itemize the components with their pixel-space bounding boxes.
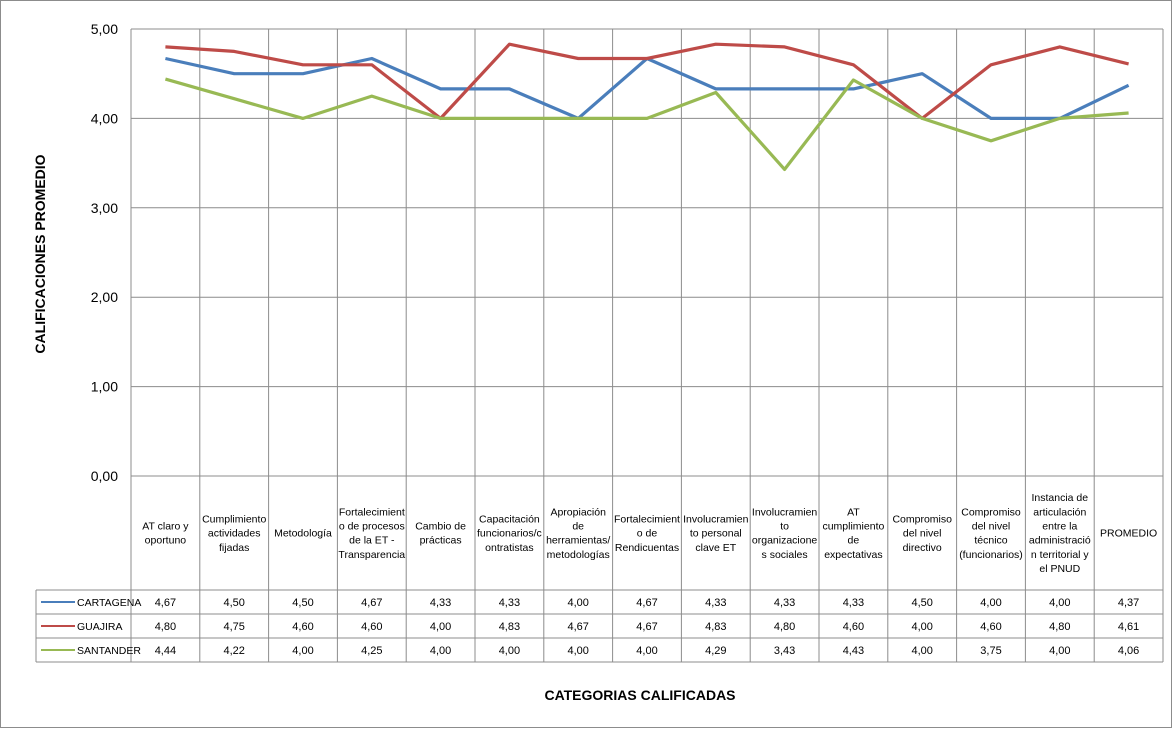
data-cell: 4,80 [155, 621, 176, 633]
data-cell: 4,00 [1049, 645, 1070, 657]
category-label: Metodología [274, 528, 332, 540]
data-cell: 4,60 [980, 621, 1001, 633]
data-cell: 4,00 [430, 645, 451, 657]
y-tick-label: 0,00 [91, 468, 118, 484]
data-cell: 4,00 [567, 645, 588, 657]
y-axis-title: CALIFICACIONES PROMEDIO [32, 154, 48, 353]
category-label: Capacitación funcionarios/c ontratistas [477, 513, 542, 553]
data-cell: 4,00 [636, 645, 657, 657]
data-cell: 4,50 [911, 597, 932, 609]
category-label: AT claro y oportuno [142, 520, 189, 546]
category-label: Compromiso del nivel directivo [892, 513, 952, 553]
data-cell: 4,43 [843, 645, 864, 657]
category-label: Involucramien to organizacione s sociales [752, 506, 818, 561]
data-cell: 4,22 [223, 645, 244, 657]
series-line [165, 42, 1129, 121]
data-cell: 4,00 [911, 645, 932, 657]
data-cell: 4,33 [843, 597, 864, 609]
data-cell: 4,61 [1118, 621, 1139, 633]
category-label: PROMEDIO [1100, 528, 1157, 540]
data-cell: 4,80 [774, 621, 795, 633]
data-cell: 4,33 [430, 597, 451, 609]
category-label: Fortalecimient o de Rendicuentas [614, 513, 680, 553]
y-tick-label: 2,00 [91, 289, 118, 305]
x-axis-title: CATEGORIAS CALIFICADAS [544, 687, 735, 703]
data-cell: 4,67 [361, 597, 382, 609]
data-cell: 4,00 [911, 621, 932, 633]
data-cell: 4,67 [636, 621, 657, 633]
data-cell: 4,75 [223, 621, 244, 633]
y-axis-ticks: 0,00 1,00 2,00 3,00 4,00 5,00 [91, 21, 118, 484]
data-cell: 4,00 [292, 645, 313, 657]
data-cell: 4,00 [499, 645, 520, 657]
y-tick-label: 5,00 [91, 21, 118, 37]
y-tick-label: 1,00 [91, 379, 118, 395]
data-cell: 4,33 [774, 597, 795, 609]
category-labels: AT claro y oportuno Cumplimiento actividade… [142, 492, 1157, 575]
data-cell: 4,67 [155, 597, 176, 609]
data-cell: 4,83 [705, 621, 726, 633]
data-cell: 4,25 [361, 645, 382, 657]
category-label: Fortalecimient o de procesos de la ET -Tra… [338, 506, 405, 561]
series-name: GUAJIRA [77, 621, 123, 633]
data-cell: 4,67 [567, 621, 588, 633]
y-tick-label: 3,00 [91, 200, 118, 216]
category-label: Involucramien to personal clave ET [683, 513, 749, 553]
series-line [164, 77, 1129, 171]
y-tick-label: 4,00 [91, 110, 118, 126]
data-cell: 4,67 [636, 597, 657, 609]
gridlines [130, 28, 1164, 662]
data-cell: 4,60 [361, 621, 382, 633]
category-label: Instancia de articulación entre la administ… [1029, 492, 1091, 575]
data-cell: 3,75 [980, 645, 1001, 657]
data-cell: 4,60 [843, 621, 864, 633]
data-table: CARTAGENA 4,67 4,50 4,50 4,67 4,33 4,33 4,00 4,6… [35, 589, 1163, 663]
data-cell: 4,44 [155, 645, 176, 657]
data-cell: 4,60 [292, 621, 313, 633]
series-lines [164, 42, 1130, 171]
data-cell: 4,50 [223, 597, 244, 609]
data-cell: 4,29 [705, 645, 726, 657]
data-cell: 4,50 [292, 597, 313, 609]
series-name: SANTANDER [77, 645, 141, 657]
category-label: Cambio de prácticas [415, 520, 466, 546]
data-cell: 4,00 [1049, 597, 1070, 609]
data-cell: 4,00 [567, 597, 588, 609]
data-cell: 4,33 [499, 597, 520, 609]
data-cell: 4,33 [705, 597, 726, 609]
data-cell: 4,83 [499, 621, 520, 633]
data-cell: 4,06 [1118, 645, 1139, 657]
category-label: Apropiación de herramientas/metodologías [546, 506, 610, 561]
category-label: Cumplimiento actividades fijadas [202, 513, 266, 553]
data-cell: 4,37 [1118, 597, 1139, 609]
data-cell: 4,00 [430, 621, 451, 633]
series-name: CARTAGENA [77, 597, 141, 609]
data-cell: 4,80 [1049, 621, 1070, 633]
series-line [165, 56, 1130, 121]
category-label: AT cumplimiento de expectativas [822, 506, 884, 561]
category-label: Compromiso del nivel técnico (funcionarios) [959, 506, 1023, 561]
data-cell: 3,43 [774, 645, 795, 657]
data-cell: 4,00 [980, 597, 1001, 609]
